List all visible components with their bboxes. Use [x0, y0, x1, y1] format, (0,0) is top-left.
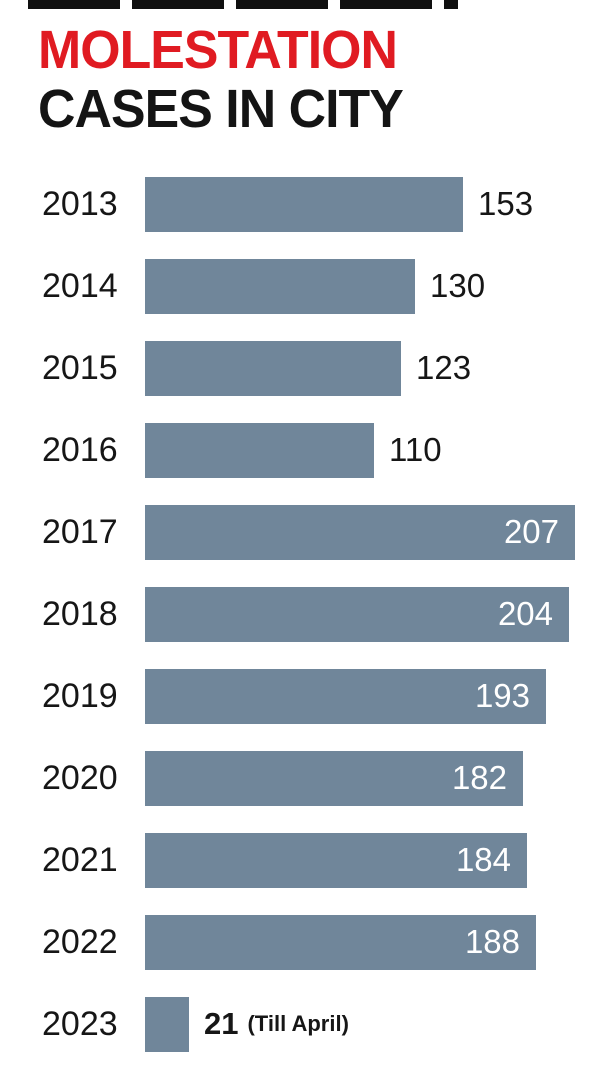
year-label: 2019 — [42, 676, 118, 715]
value-label: 153 — [478, 185, 534, 223]
year-label: 2022 — [42, 922, 118, 961]
year-label: 2020 — [42, 758, 118, 797]
top-edge-strip — [28, 0, 458, 9]
bar: 188 — [145, 914, 536, 970]
year-label: 2016 — [42, 430, 118, 469]
chart-row: 2023 21 (Till April) — [0, 983, 600, 1065]
chart-row: 2013 153 — [0, 163, 600, 245]
year-label: 2013 — [42, 184, 118, 223]
bar — [145, 258, 415, 314]
year-label: 2014 — [42, 266, 118, 305]
year-label: 2015 — [42, 348, 118, 387]
bar — [145, 176, 463, 232]
chart-row: 2019 193 — [0, 655, 600, 737]
bar: 193 — [145, 668, 546, 724]
value-label: 110 — [389, 431, 442, 469]
chart-row: 2020 182 — [0, 737, 600, 819]
value-label: 21 — [204, 1006, 239, 1042]
value-label: 207 — [503, 513, 559, 551]
year-label: 2021 — [42, 840, 118, 879]
bar-chart: 2013 153 2014 130 2015 123 2016 110 2017 207 2018 2… — [0, 163, 600, 1065]
chart-title-line2: CASES IN CITY — [38, 79, 404, 140]
year-label: 2023 — [42, 1004, 118, 1043]
bar — [145, 422, 374, 478]
bar: 204 — [145, 586, 569, 642]
value-label: 188 — [464, 923, 520, 961]
chart-title-line1: MOLESTATION — [38, 20, 398, 80]
bar — [145, 996, 189, 1052]
chart-title: MOLESTATION CASES IN CITY — [38, 20, 600, 140]
chart-row: 2022 188 — [0, 901, 600, 983]
bar: 184 — [145, 832, 527, 888]
value-label: 130 — [430, 267, 486, 305]
chart-row: 2016 110 — [0, 409, 600, 491]
chart-row: 2015 123 — [0, 327, 600, 409]
chart-row: 2021 184 — [0, 819, 600, 901]
value-label: 123 — [416, 349, 472, 387]
value-label: 193 — [474, 677, 530, 715]
year-label: 2018 — [42, 594, 118, 633]
note-label: (Till April) — [247, 1011, 349, 1037]
year-label: 2017 — [42, 512, 118, 551]
value-label: 182 — [451, 759, 507, 797]
chart-row: 2017 207 — [0, 491, 600, 573]
chart-row: 2018 204 — [0, 573, 600, 655]
bar: 207 — [145, 504, 575, 560]
bar — [145, 340, 401, 396]
value-label: 204 — [497, 595, 553, 633]
value-label: 184 — [455, 841, 511, 879]
bar: 182 — [145, 750, 523, 806]
chart-row: 2014 130 — [0, 245, 600, 327]
